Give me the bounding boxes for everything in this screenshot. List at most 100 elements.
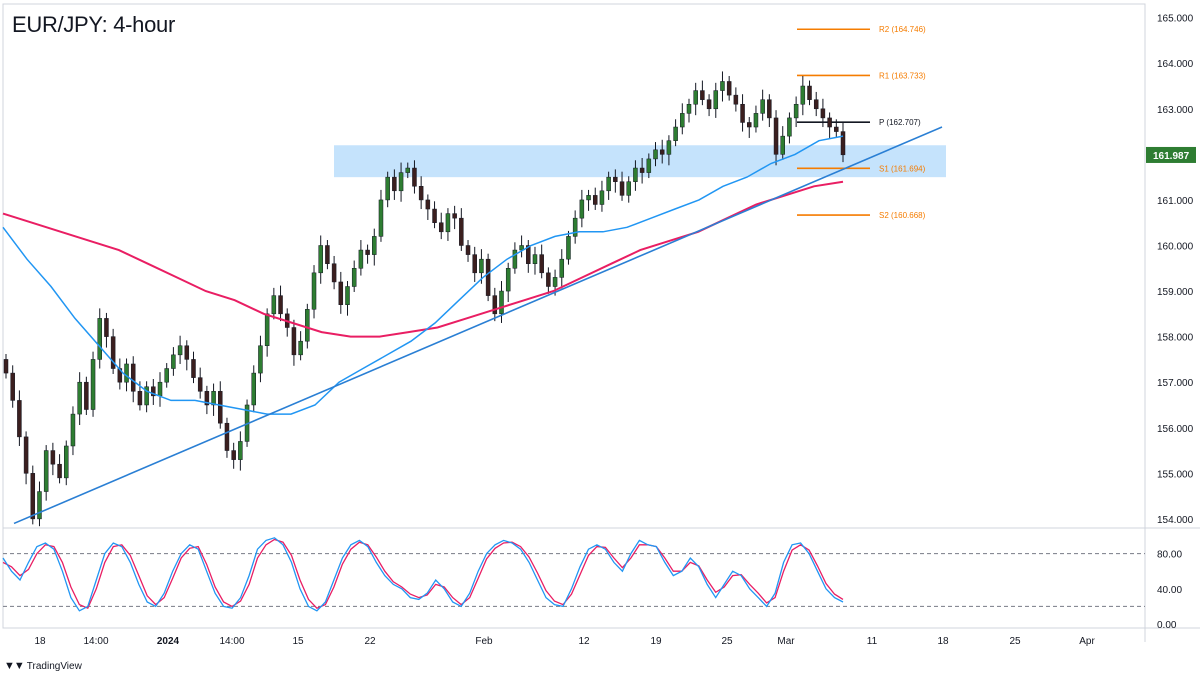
candle-body [740,103,745,123]
candle-body [834,126,839,132]
candle-body [666,140,672,155]
candle [592,187,598,210]
candle-body [592,195,598,205]
candle-body [673,126,678,141]
candle-body [90,359,96,410]
candle-body [559,258,565,278]
candle-body [291,327,297,356]
candle-body [130,363,136,392]
candle [37,481,42,527]
brand[interactable]: ▼▼ TradingView [4,660,82,672]
pivot-label-s1: S1 (161.694) [879,164,926,173]
candle-body [405,167,411,173]
candle [318,235,323,284]
candle-body [218,391,223,424]
candle [532,246,538,275]
candle [706,94,712,117]
candle-body [398,172,404,192]
candle-body [539,254,544,274]
candle-body [606,176,611,192]
candle [271,287,277,320]
candle [17,390,22,446]
candle-body [479,258,484,274]
candle [171,347,176,376]
candle [659,139,665,164]
x-tick-label: Apr [1079,636,1095,647]
candle [773,110,779,166]
candle [50,442,56,476]
x-tick-label: Mar [777,636,795,647]
candle [566,230,571,265]
candle-body [726,81,732,96]
candle [191,351,196,384]
candle [412,160,417,194]
candle-body [767,99,772,119]
last-price-tag [1146,146,1196,163]
candle [43,445,49,501]
candle-body [64,445,69,479]
candle [840,121,846,163]
candle-body [505,268,511,292]
candle [827,112,832,138]
brand-label: TradingView [26,660,82,672]
candle [505,262,511,302]
x-tick-label: 11 [867,636,878,647]
candle-body [813,99,819,110]
candle-body [432,208,437,223]
candle-body [599,190,605,205]
candle [197,367,203,399]
stoch-tick-label: 40.00 [1157,585,1182,596]
candle-body [124,363,129,383]
candle [157,372,163,407]
candle-body [37,491,42,520]
candle [211,383,216,416]
candle [465,240,471,262]
candle-body [445,213,451,233]
y-tick-label: 154.000 [1157,515,1194,526]
x-tick-label: 19 [650,636,662,647]
candle [432,201,437,229]
y-tick-label: 160.000 [1157,241,1194,252]
candle-body [271,295,277,315]
x-tick-label: 22 [364,636,376,647]
candle-body [358,249,364,269]
candle-body [626,181,631,196]
x-tick-label: 15 [292,636,304,647]
pivot-label-r1: R1 (163.733) [879,71,926,80]
candle [291,319,297,366]
candle-body [137,391,143,406]
candle [767,94,772,128]
candle-body [646,158,652,173]
candle [331,255,337,290]
candle-body [633,167,638,182]
candle [231,442,236,469]
candle [586,189,591,211]
candle-body [693,90,698,105]
y-tick-label: 157.000 [1157,378,1194,389]
pivot-label-s2: S2 (160.668) [879,211,926,220]
candle-body [512,249,518,269]
candle [787,112,792,144]
candle [813,91,819,117]
candle [204,385,210,415]
candle [800,75,806,116]
candle-body [780,135,785,155]
candle-body [619,181,625,196]
candle [84,376,89,415]
y-tick-label: 164.000 [1157,59,1194,70]
candle-body [77,381,82,415]
candle [633,160,638,191]
candle [499,281,504,323]
candle [653,142,658,167]
candle-body [613,176,618,182]
y-tick-label: 159.000 [1157,287,1194,298]
candle-body [231,450,236,460]
candle [472,246,477,282]
candle-body [197,377,203,392]
candle-body [412,167,417,187]
pivot-label-p: P (162.707) [879,118,921,127]
chart-title: EUR/JPY: 4-hour [12,12,176,37]
candle-body [191,359,196,378]
candle-body [372,236,377,255]
